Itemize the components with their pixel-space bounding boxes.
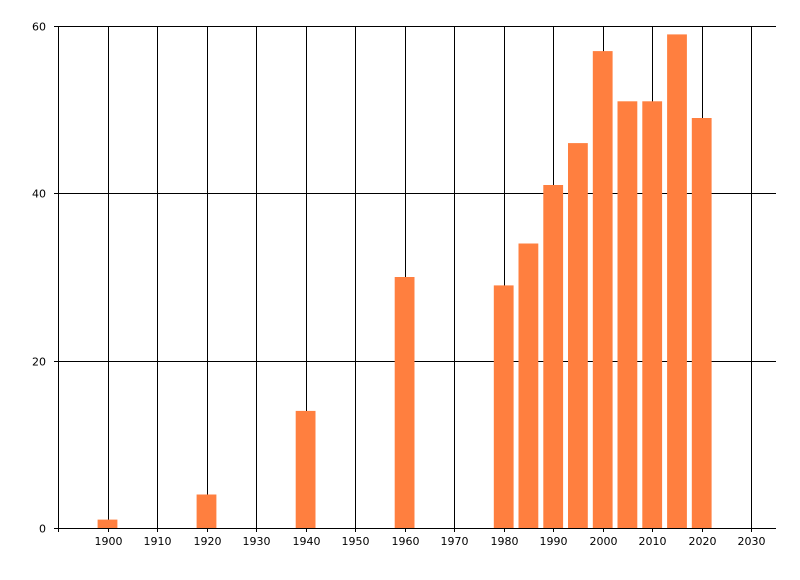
x-tick-label-1930: 1930 [243, 535, 271, 548]
x-tick-label-1950: 1950 [342, 535, 370, 548]
bar-2015 [667, 34, 687, 529]
bar-1920 [196, 494, 217, 528]
bar-1995 [568, 143, 588, 528]
bar-1985 [518, 243, 539, 528]
y-tick-label-0: 0 [39, 523, 46, 536]
bar-2020 [691, 118, 712, 528]
x-tick-label-2010: 2010 [639, 535, 667, 548]
y-tick-label-20: 20 [32, 356, 46, 369]
x-tick-label-1960: 1960 [392, 535, 420, 548]
x-tick-label-2000: 2000 [590, 535, 618, 548]
y-tick-label-60: 60 [32, 21, 46, 34]
bar-2005 [617, 101, 638, 529]
x-tick-label-1910: 1910 [144, 535, 172, 548]
bar-2000 [592, 51, 613, 528]
bars [97, 34, 712, 529]
bar-1980 [493, 285, 514, 528]
x-tick-label-2020: 2020 [689, 535, 717, 548]
bar-1900 [97, 519, 118, 528]
axes [54, 26, 776, 532]
x-tick-label-1990: 1990 [540, 535, 568, 548]
bar-1940 [295, 410, 316, 528]
x-tick-label-1900: 1900 [95, 535, 123, 548]
bar-1990 [543, 185, 564, 528]
bar-1960 [394, 277, 415, 528]
x-tick-label-1940: 1940 [293, 535, 321, 548]
x-tick-label-2030: 2030 [738, 535, 766, 548]
x-tick-label-1980: 1980 [491, 535, 519, 548]
bar-2010 [642, 101, 663, 529]
y-tick-label-40: 40 [32, 188, 46, 201]
tick-labels: 1900 1910 1920 1930 1940 1950 1960 1970 1980 1990… [32, 21, 766, 549]
x-tick-label-1920: 1920 [194, 535, 222, 548]
x-tick-label-1970: 1970 [441, 535, 469, 548]
